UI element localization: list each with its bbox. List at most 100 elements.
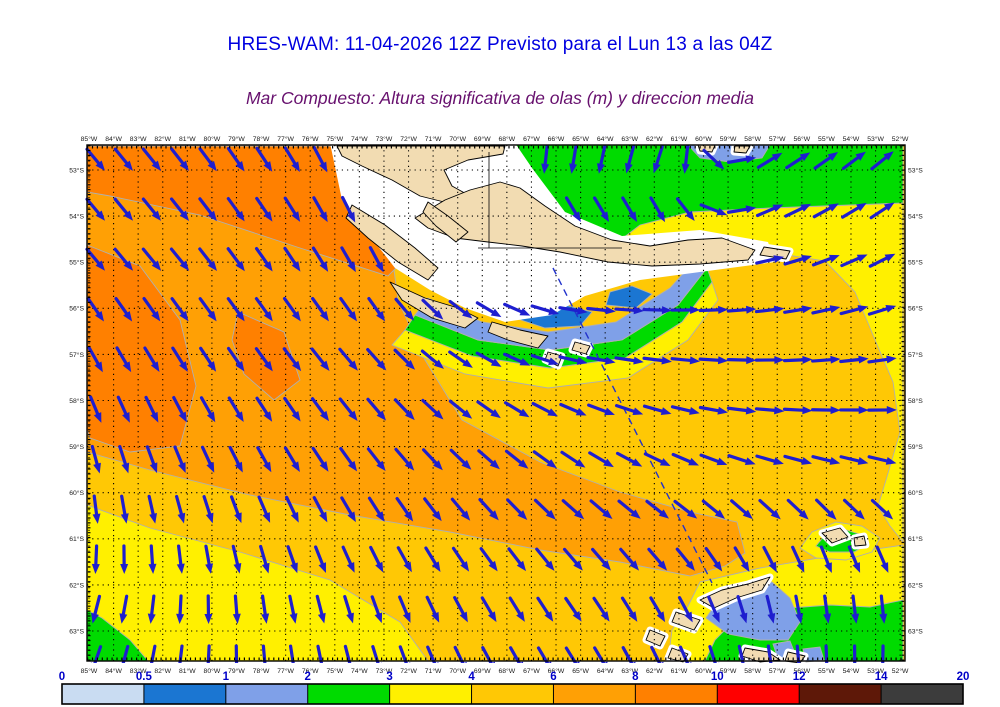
wave-direction-arrowhead	[263, 411, 273, 422]
wave-direction-arrow	[367, 496, 382, 517]
wave-direction-arrow	[141, 247, 158, 267]
wave-direction-arrow	[311, 246, 326, 267]
wave-direction-arrowhead	[490, 358, 502, 367]
wave-direction-arrowhead	[633, 306, 644, 315]
lon-tick-label: 71°W	[425, 667, 442, 675]
wave-direction-arrow	[421, 298, 440, 316]
wave-direction-arrow	[177, 544, 183, 568]
wave-direction-arrow	[85, 197, 102, 217]
lat-tick-label: 54°S	[69, 213, 84, 221]
lon-tick-label: 66°W	[548, 667, 565, 675]
wave-direction-arrowhead	[347, 211, 356, 223]
wave-direction-arrowhead	[233, 562, 242, 574]
lat-tick-label: 56°S	[69, 305, 84, 313]
wave-direction-arrow	[421, 448, 439, 466]
wave-direction-arrowhead	[263, 161, 273, 172]
wave-direction-arrow	[783, 307, 807, 314]
wave-direction-arrowhead	[773, 457, 784, 465]
wave-direction-arrow	[115, 346, 129, 367]
colorbar-label: 3	[386, 671, 392, 683]
wave-direction-arrow	[754, 307, 778, 314]
wave-direction-arrowhead	[291, 310, 301, 322]
wave-direction-arrowhead	[375, 561, 384, 573]
wave-direction-arrow	[421, 398, 440, 416]
wave-direction-arrow	[85, 247, 102, 267]
wave-direction-arrow	[654, 145, 664, 168]
wave-direction-arrowhead	[123, 260, 134, 271]
wave-direction-arrow	[425, 595, 438, 618]
wave-direction-arrowhead	[517, 510, 528, 521]
wave-direction-arrow	[89, 395, 100, 418]
wave-direction-arrow	[92, 594, 102, 618]
wave-direction-arrow	[869, 205, 890, 220]
wave-direction-arrow	[255, 396, 270, 417]
wave-direction-arrow	[868, 255, 890, 268]
wave-direction-arrowhead	[151, 160, 161, 171]
lon-tick-label: 85°W	[81, 667, 98, 675]
wave-direction-arrowhead	[492, 661, 495, 663]
wave-direction-arrow	[175, 494, 184, 518]
wave-direction-arrowhead	[207, 361, 217, 372]
wave-direction-arrow	[755, 206, 778, 218]
wave-direction-arrow	[507, 547, 523, 567]
wave-direction-arrow	[535, 547, 551, 567]
wave-direction-arrow	[254, 246, 270, 267]
lon-tick-label: 56°W	[793, 667, 810, 675]
wave-direction-arrow	[366, 347, 383, 367]
wave-direction-arrowhead	[405, 359, 416, 370]
wave-direction-arrow	[867, 455, 891, 463]
wave-direction-arrow	[562, 547, 580, 567]
wave-direction-arrowhead	[178, 462, 186, 473]
frame-tick-band	[87, 145, 905, 661]
wave-direction-arrow	[283, 446, 298, 467]
wave-direction-arrow	[564, 646, 578, 663]
wave-direction-arrow	[90, 444, 100, 468]
maritime-boundary-line	[552, 267, 713, 584]
colorbar-segment	[143, 684, 226, 704]
wave-direction-arrowhead	[93, 412, 102, 423]
wave-direction-arrowhead	[205, 512, 214, 524]
wave-direction-arrow	[226, 146, 242, 167]
colorbar-segment	[62, 684, 144, 704]
wave-direction-arrow	[508, 596, 523, 617]
wave-direction-arrow	[340, 246, 354, 267]
wave-direction-arrowhead	[686, 509, 698, 519]
wave-direction-arrowhead	[659, 458, 671, 467]
lon-tick-label: 77°W	[277, 135, 294, 143]
land-clarence-island	[853, 535, 867, 547]
wave-direction-arrow	[536, 596, 551, 617]
wave-direction-arrow	[396, 546, 410, 567]
wave-direction-arrowhead	[489, 459, 500, 470]
wave-direction-arrow	[282, 297, 298, 317]
wave-direction-arrowhead	[829, 305, 841, 314]
wave-direction-arrowhead	[773, 305, 785, 314]
wave-direction-arrow	[678, 645, 690, 663]
wave-direction-arrow	[143, 346, 157, 367]
wave-direction-arrows	[85, 144, 897, 663]
wave-direction-arrow	[588, 451, 609, 465]
wave-direction-arrowhead	[519, 307, 531, 316]
wave-direction-arrow	[366, 447, 383, 467]
wave-direction-arrow	[227, 396, 242, 417]
wave-direction-arrowhead	[716, 207, 728, 216]
wave-direction-arrowhead	[801, 255, 812, 263]
wave-direction-arrowhead	[404, 510, 414, 522]
wave-direction-arrow	[85, 147, 102, 167]
wave-direction-arrow	[394, 447, 411, 467]
wave-direction-arrow	[698, 357, 722, 362]
wave-direction-arrowhead	[234, 512, 242, 524]
forecast-title: HRES-WAM: 11-04-2026 12Z Previsto para e…	[227, 34, 773, 55]
land-isla-hoste	[345, 204, 439, 281]
wave-direction-arrow	[649, 596, 663, 617]
wave-direction-arrow	[87, 346, 101, 367]
wave-direction-arrowhead	[291, 411, 301, 422]
lat-tick-label: 56°S	[908, 305, 923, 313]
colorbar-label: 10	[711, 671, 724, 683]
wave-direction-arrowhead	[548, 661, 552, 663]
wave-direction-arrow	[202, 495, 212, 518]
wave-direction-arrow	[286, 545, 297, 568]
wave-direction-arrowhead	[347, 310, 358, 322]
wave-direction-arrowhead	[826, 509, 837, 520]
lon-tick-label: 78°W	[253, 667, 270, 675]
wave-direction-arrow	[671, 452, 694, 464]
